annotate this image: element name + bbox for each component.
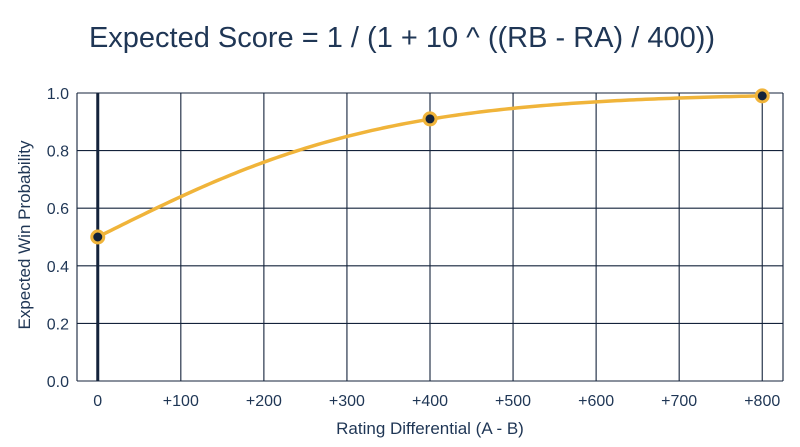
y-tick-label: 0.0 xyxy=(47,374,69,391)
x-tick-label: +100 xyxy=(163,393,199,410)
y-tick-label: 0.8 xyxy=(47,144,69,161)
y-tick-label: 1.0 xyxy=(47,86,69,103)
x-tick-label: +800 xyxy=(744,393,780,410)
x-tick-label: +300 xyxy=(329,393,365,410)
data-point xyxy=(422,111,438,127)
x-tick-label: +700 xyxy=(661,393,697,410)
x-tick-label: +500 xyxy=(495,393,531,410)
chart-title: Expected Score = 1 / (1 + 10 ^ ((RB - RA… xyxy=(89,22,715,54)
grid xyxy=(76,92,784,382)
tick-labels: 0.0 0.2 0.4 0.6 0.8 1.0 0 +100 +200 +300 +400 +500 +… xyxy=(47,86,781,410)
data-point xyxy=(754,88,770,104)
y-tick-label: 0.4 xyxy=(47,259,69,276)
y-tick-label: 0.6 xyxy=(47,201,69,218)
y-axis-title: Expected Win Probability xyxy=(15,140,34,329)
y-tick-label: 0.2 xyxy=(47,316,69,333)
x-axis-title: Rating Differential (A - B) xyxy=(336,419,524,438)
plot-area xyxy=(90,88,770,245)
data-point xyxy=(90,229,106,245)
x-tick-label: +200 xyxy=(246,393,282,410)
x-tick-label: +600 xyxy=(578,393,614,410)
x-tick-label: 0 xyxy=(93,393,102,410)
x-tick-label: +400 xyxy=(412,393,448,410)
